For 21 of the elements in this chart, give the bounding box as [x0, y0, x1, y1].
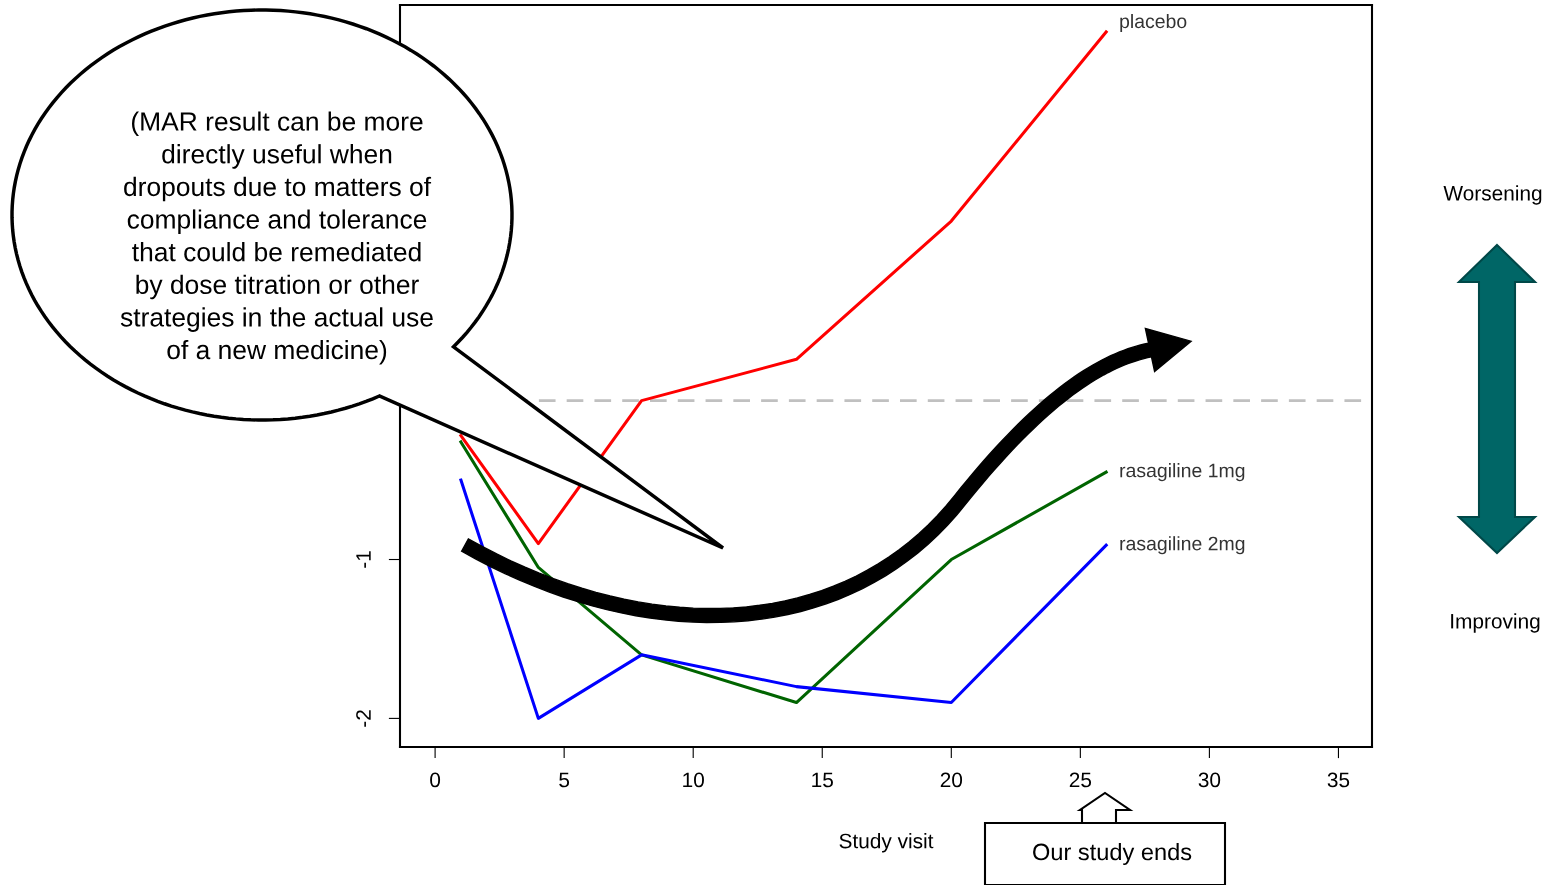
x-tick-label: 30: [1198, 772, 1221, 788]
text: Worsening: [1443, 185, 1542, 205]
series-label: rasagiline 1mg: [1120, 463, 1245, 482]
x-tick-label: 35: [1327, 772, 1350, 788]
x-tick-label: 20: [940, 772, 963, 788]
x-axis-title: Study visit: [839, 833, 934, 853]
x-tick-label: 15: [812, 772, 833, 788]
y-tick-label: -1: [356, 551, 371, 568]
line-series: [459, 478, 1108, 720]
series-label: rasagiline 2mg: [1120, 536, 1245, 555]
text: Our study ends: [1033, 842, 1192, 866]
line-series: [459, 440, 1108, 705]
x-tick-label: 5: [559, 772, 570, 788]
line-series: [459, 30, 1108, 546]
text: Improving: [1451, 613, 1540, 633]
x-tick-label: 10: [683, 772, 704, 788]
y-tick-label: -2: [356, 710, 371, 727]
series-label: placebo: [1120, 13, 1187, 33]
annotation: (MAR result can be more directly useful when dropouts due to matters of compliance and tolerance that could be remediated by dose titration or other strategies in the actual use of a new medicine): [120, 111, 433, 365]
x-tick-label: 25: [1069, 772, 1092, 788]
x-tick-label: 0: [430, 772, 441, 788]
